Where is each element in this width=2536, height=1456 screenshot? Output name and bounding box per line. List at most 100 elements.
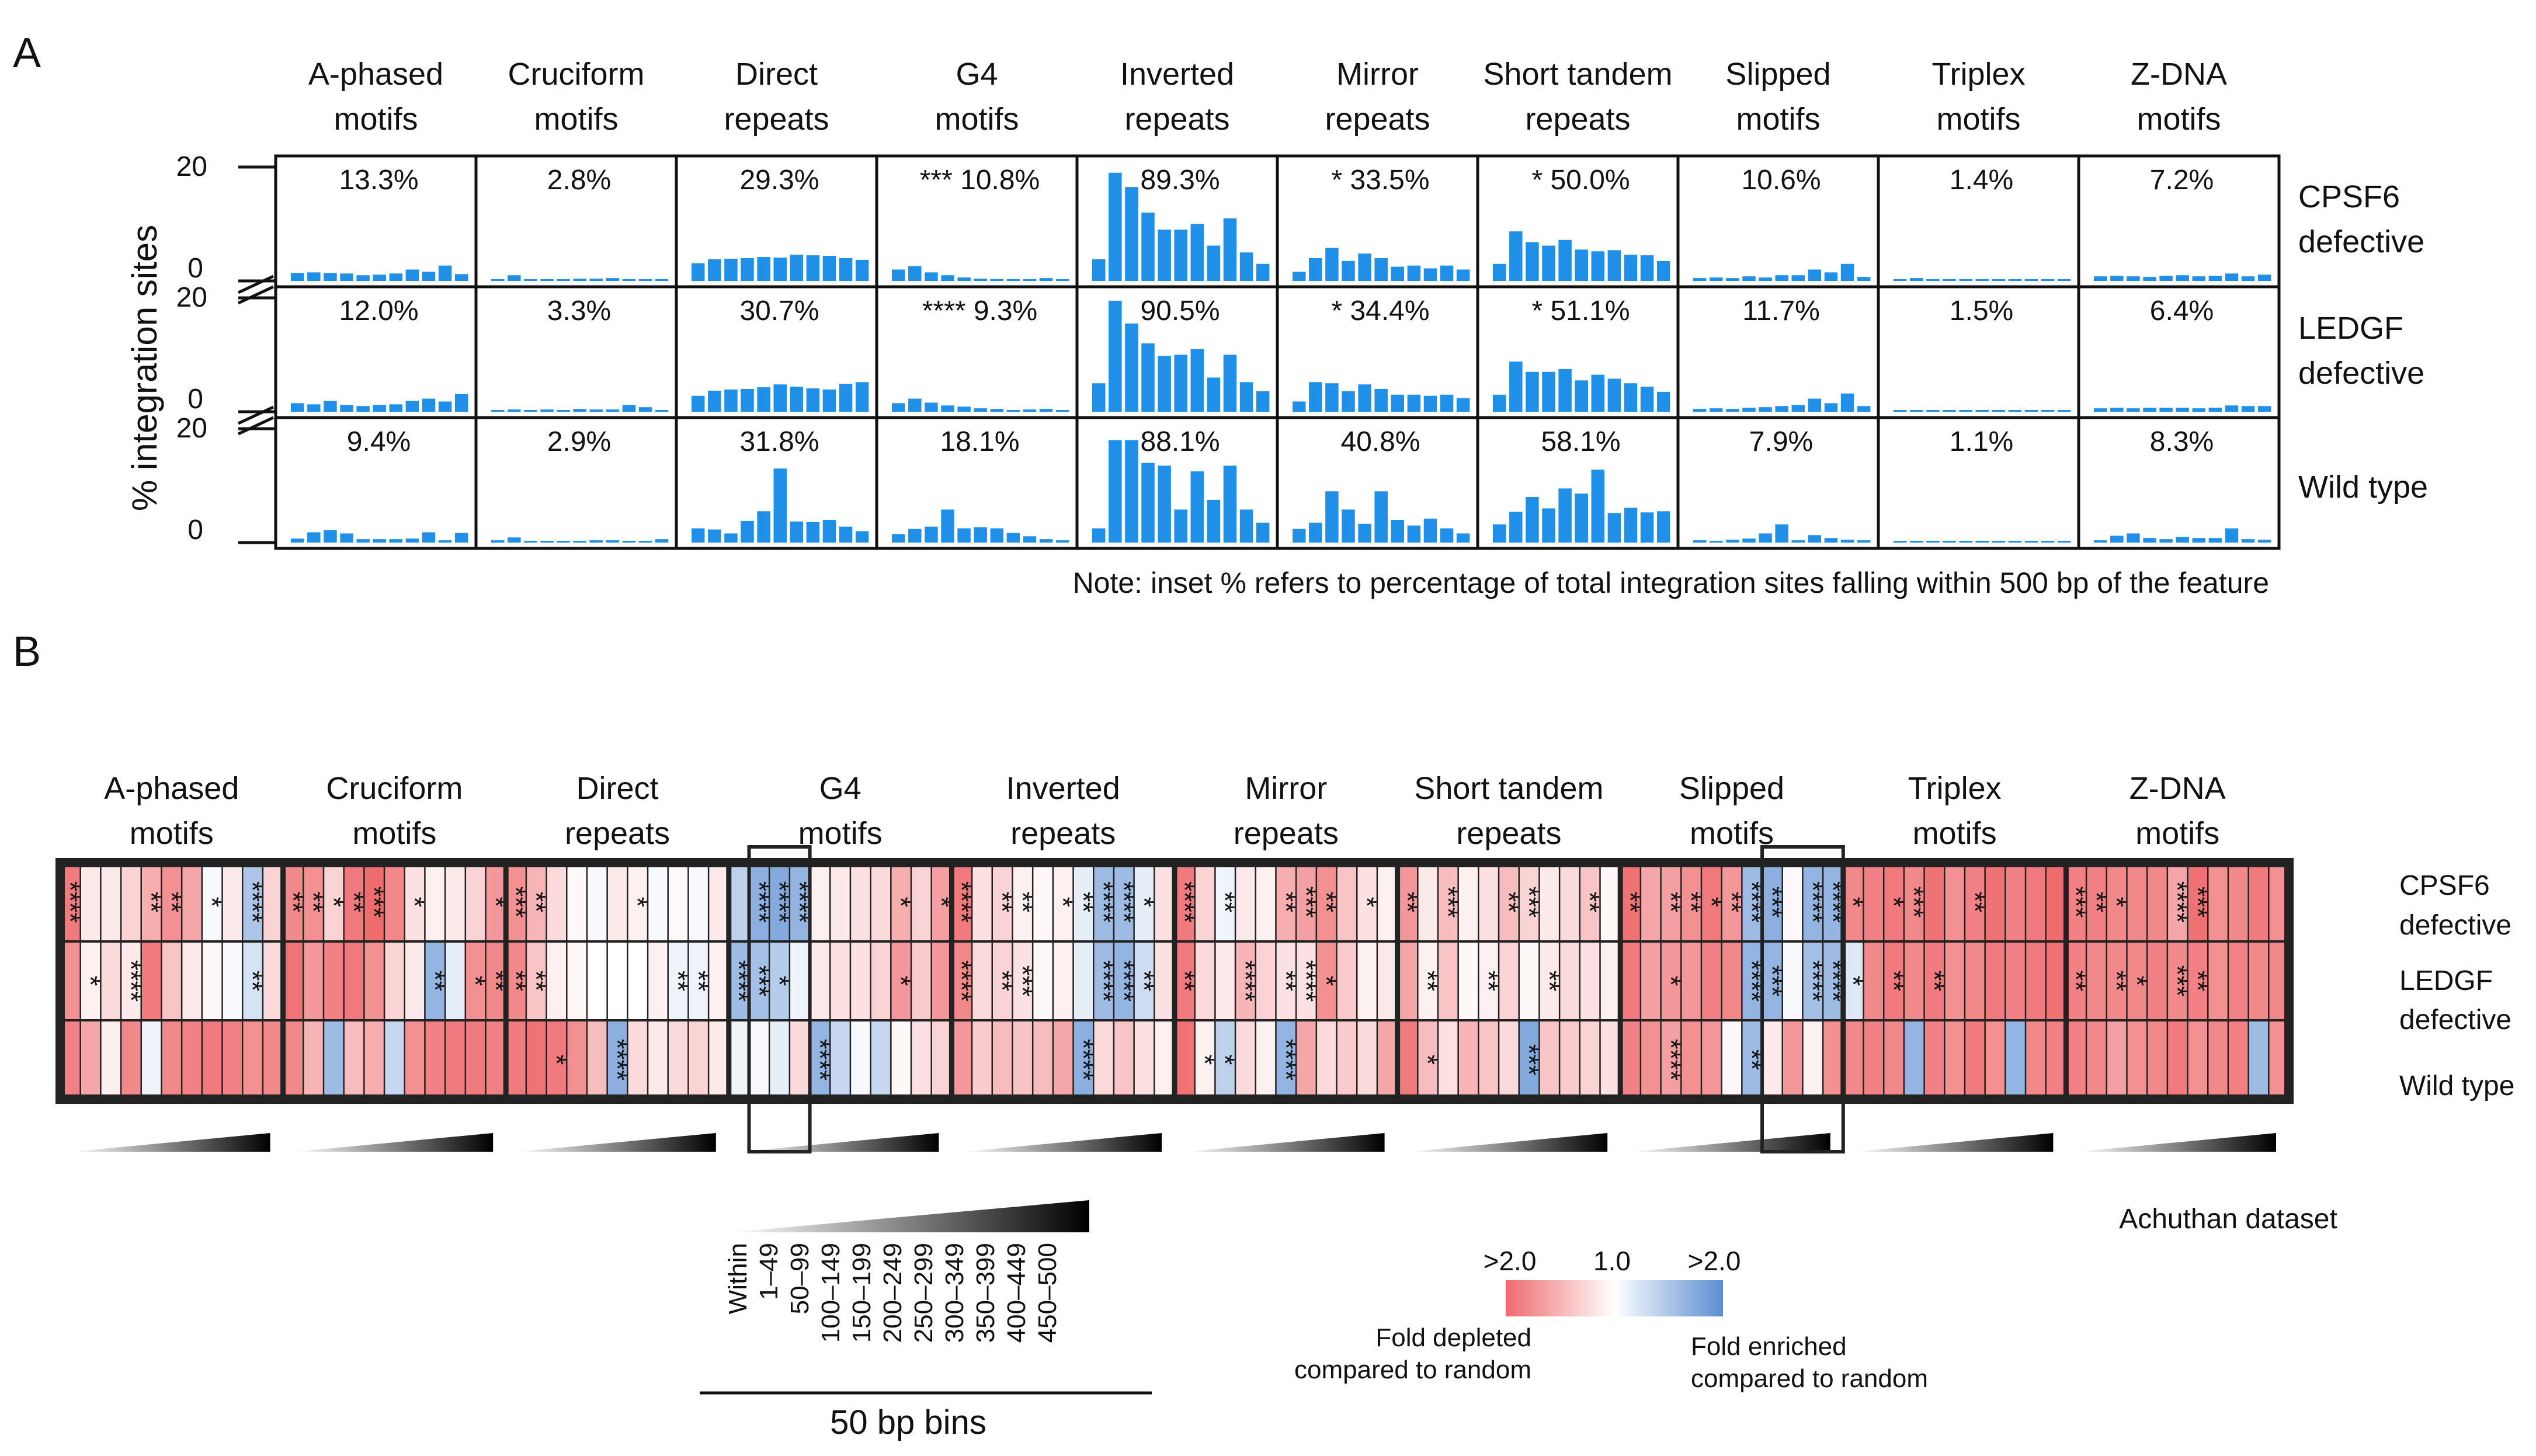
bar-panel-cpsf6-a-phased: 13.3% (291, 165, 468, 281)
bar (1591, 470, 1605, 543)
bin-label: 250–299 (909, 1243, 938, 1343)
panel-a-header-g4-motifs: G4 motifs (935, 57, 1019, 137)
heatmap-cell (1700, 940, 1723, 1021)
bar (941, 405, 954, 412)
significance-stars: *** (1899, 887, 1929, 918)
heatmap-cell (1822, 1019, 1844, 1100)
bar (957, 528, 971, 543)
heatmap-cell (1478, 1019, 1500, 1100)
bar (438, 401, 452, 412)
significance-stars: ** (521, 892, 551, 913)
significance-stars: ** (420, 971, 450, 992)
bar (524, 410, 537, 412)
heatmap-cell (1214, 861, 1236, 943)
feature-header-line1: A-phased (104, 771, 239, 806)
heatmap-cell (1842, 940, 1865, 1021)
bar (1656, 391, 1670, 412)
bar (1992, 410, 2006, 412)
heatmap-block-wild-type-slipped (1619, 1019, 1844, 1100)
bar (2225, 405, 2239, 412)
bar (1726, 278, 1739, 281)
bar-panel-wild-type-a-phased: 9.4% (291, 426, 468, 543)
bin-label: 350–399 (971, 1243, 1000, 1343)
heatmap-cell (1417, 940, 1439, 1021)
bar (508, 537, 521, 543)
feature-header-line2: motifs (798, 816, 883, 851)
panel-a-header-direct-repeats: Direct repeats (724, 57, 829, 137)
bar (1423, 519, 1437, 543)
bar (1926, 541, 1940, 543)
panel-a-header-mirror-repeats: Mirror repeats (1325, 57, 1430, 137)
heatmap-cell (1234, 861, 1257, 943)
bar (1640, 512, 1654, 543)
bar (573, 541, 586, 543)
bar (2057, 541, 2071, 543)
significance-stars: ** (157, 892, 187, 913)
panel-b: A-phased motifs Cruciform motifs Direct repea… (55, 771, 2514, 1441)
condition-label-line1: LEDGF (2399, 965, 2493, 996)
heatmap-cell (890, 940, 912, 1021)
significance-stars: * (886, 897, 916, 908)
bar (324, 273, 337, 281)
bar (2143, 277, 2156, 281)
heatmap-cell (1356, 1019, 1378, 1100)
inset-percentage: 40.8% (1340, 426, 1420, 457)
bar (2176, 537, 2189, 543)
bar (1342, 260, 1355, 281)
feature-header-line1: Mirror (1245, 771, 1327, 806)
bar (307, 404, 321, 412)
bar (2257, 274, 2271, 281)
bar (925, 272, 938, 281)
heatmap-cell (2045, 1019, 2068, 1100)
bar (1358, 384, 1371, 412)
significance-stars: ** (339, 892, 369, 913)
feature-header-line2: motifs (1690, 816, 1774, 851)
bar (1558, 488, 1572, 543)
panel-b-feature-headers: A-phased motifs Cruciform motifs Direct repea… (104, 771, 2225, 851)
heatmap-cell (221, 940, 244, 1021)
bar (606, 409, 620, 412)
feature-header-line1: Z-DNA (2129, 771, 2226, 806)
bar (622, 405, 636, 412)
heatmap-cell (768, 1019, 791, 1100)
panel-a-header-triplex-motifs: Triplex motifs (1931, 57, 2025, 137)
heatmap-cell (221, 861, 244, 943)
bar (1456, 533, 1470, 543)
heatmap-cell (120, 1019, 143, 1100)
bar (1910, 278, 1923, 281)
bar-panel-wild-type-z-dna: 8.3% (2094, 426, 2271, 543)
bar-panel-cpsf6-mirror: * 33.5% (1293, 165, 1470, 281)
bar (1959, 279, 1972, 281)
feature-header-line2: motifs (935, 102, 1019, 137)
heatmap-cell (2227, 940, 2250, 1021)
bar (2208, 408, 2222, 412)
bar (1693, 409, 1707, 412)
y-tick-label-bottom: 0 (187, 384, 203, 415)
heatmap-cell (282, 940, 304, 1021)
inset-percentage: 7.9% (1749, 426, 1813, 457)
bar (589, 279, 603, 281)
feature-header-line2: repeats (565, 816, 670, 851)
inset-percentage: 88.1% (1140, 426, 1220, 457)
heatmap-cell (890, 1019, 912, 1100)
bar (1509, 362, 1523, 412)
significance-stars: **** (1109, 881, 1139, 923)
heatmap-block-wild-type-direct (505, 1019, 730, 1100)
heatmap-cell (343, 1019, 366, 1100)
bar (1509, 512, 1523, 543)
bar (356, 406, 370, 412)
bar (356, 275, 370, 281)
heatmap-block-ledgf-mirror (1173, 940, 1399, 1021)
y-tick-label-top: 20 (176, 282, 207, 313)
bin-label: 450–500 (1033, 1243, 1062, 1343)
bin-label: 1–49 (755, 1243, 783, 1300)
bar (1325, 383, 1339, 412)
heatmap-cell (363, 940, 385, 1021)
feature-header-line1: G4 (819, 771, 861, 806)
y-tick-label-top: 20 (176, 413, 207, 444)
bar (655, 410, 669, 412)
panel-a-condition-ledgf: LEDGF defective (2298, 311, 2424, 391)
panel-b-header-cruciform-motifs: Cruciform motifs (326, 771, 463, 851)
significance-stars: **** (116, 960, 146, 1002)
bar (1857, 277, 1871, 281)
